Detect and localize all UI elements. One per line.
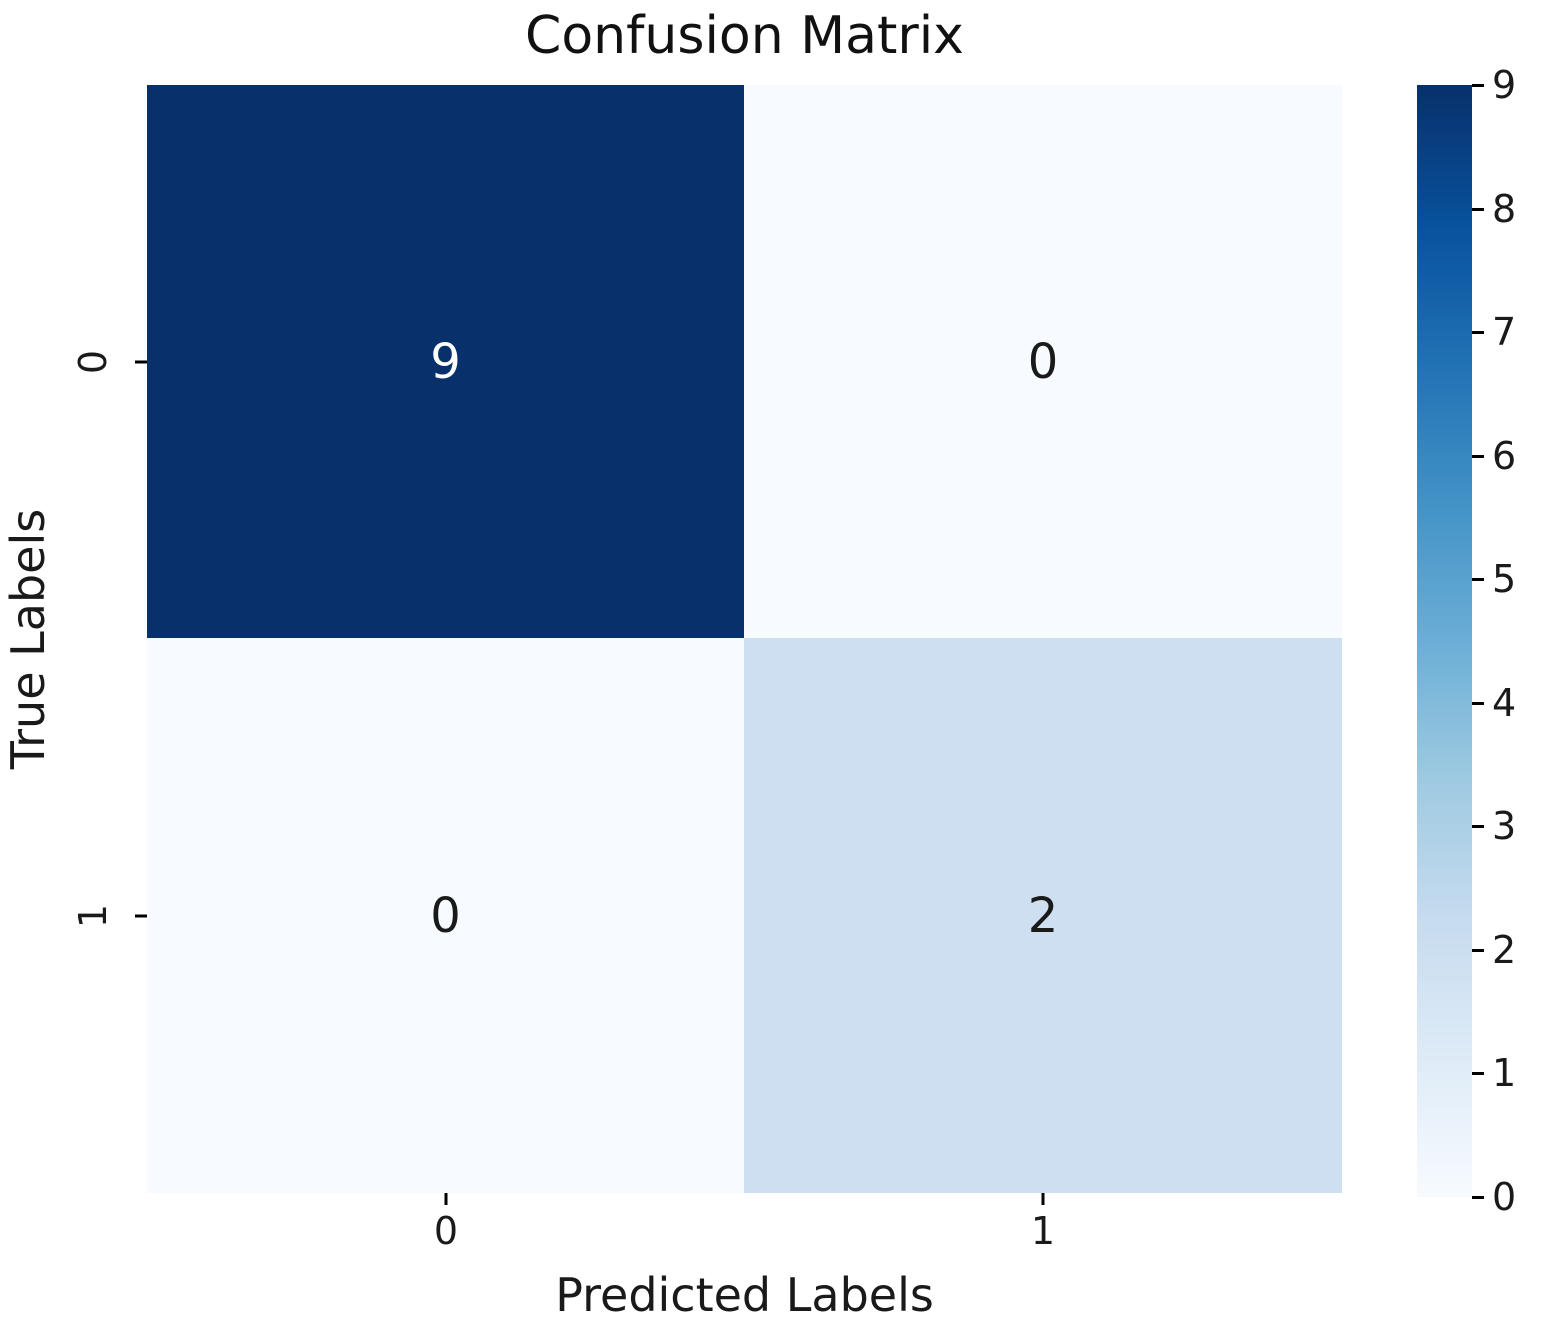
colorbar-tick-2: 2: [1472, 931, 1516, 969]
colorbar-tick-label: 1: [1492, 1051, 1517, 1095]
colorbar-tick-mark: [1472, 454, 1484, 458]
heatmap-cell-true1-pred0: 0: [147, 638, 744, 1193]
colorbar-tick-mark: [1472, 701, 1484, 705]
colorbar-tick-label: 8: [1492, 187, 1517, 231]
y-tick-mark-1: [135, 914, 147, 918]
colorbar-tick-0: 0: [1472, 1178, 1516, 1216]
x-tick-mark-1: [1041, 1193, 1045, 1205]
colorbar-tick-6: 6: [1472, 437, 1516, 475]
heatmap-cell-true1-pred1: 2: [744, 638, 1342, 1193]
cell-value: 2: [1027, 887, 1059, 944]
y-tick-mark-0: [135, 360, 147, 364]
colorbar-tick-mark: [1472, 1195, 1484, 1199]
y-tick-label-0: 0: [71, 349, 115, 375]
colorbar-tick-mark: [1472, 1071, 1484, 1075]
cell-value: 0: [430, 887, 461, 944]
x-axis-label: Predicted Labels: [555, 1268, 934, 1322]
x-tick-mark-0: [444, 1193, 448, 1205]
colorbar-tick-mark: [1472, 83, 1484, 87]
x-tick-label-1: 1: [1030, 1209, 1056, 1253]
colorbar-tick-label: 7: [1492, 310, 1517, 354]
colorbar-tick-7: 7: [1472, 313, 1516, 351]
colorbar: [1417, 85, 1472, 1197]
heatmap-cell-true0-pred1: 0: [744, 85, 1342, 638]
y-axis-label: True Labels: [1, 508, 55, 770]
colorbar-tick-8: 8: [1472, 190, 1516, 228]
x-tick-label-0: 0: [433, 1209, 459, 1253]
colorbar-tick-mark: [1472, 948, 1484, 952]
chart-title: Confusion Matrix: [525, 6, 964, 66]
colorbar-tick-label: 6: [1492, 434, 1517, 478]
colorbar-tick-label: 4: [1492, 681, 1517, 725]
cell-value: 0: [1027, 333, 1059, 390]
colorbar-tick-mark: [1472, 330, 1484, 334]
colorbar-tick-label: 5: [1492, 557, 1517, 601]
y-tick-label-1: 1: [71, 903, 115, 929]
colorbar-tick-label: 2: [1492, 928, 1517, 972]
colorbar-tick-label: 3: [1492, 804, 1517, 848]
colorbar-tick-mark: [1472, 824, 1484, 828]
colorbar-tick-1: 1: [1472, 1054, 1516, 1092]
colorbar-tick-3: 3: [1472, 807, 1516, 845]
colorbar-tick-label: 9: [1492, 63, 1517, 107]
heatmap-cell-true0-pred0: 9: [147, 85, 744, 638]
cell-value: 9: [430, 333, 461, 390]
colorbar-tick-label: 0: [1492, 1175, 1517, 1219]
colorbar-tick-5: 5: [1472, 560, 1516, 598]
colorbar-tick-4: 4: [1472, 684, 1516, 722]
colorbar-tick-mark: [1472, 577, 1484, 581]
colorbar-tick-mark: [1472, 207, 1484, 211]
colorbar-tick-9: 9: [1472, 66, 1516, 104]
heatmap-grid: 9 0 0 2: [147, 85, 1342, 1193]
